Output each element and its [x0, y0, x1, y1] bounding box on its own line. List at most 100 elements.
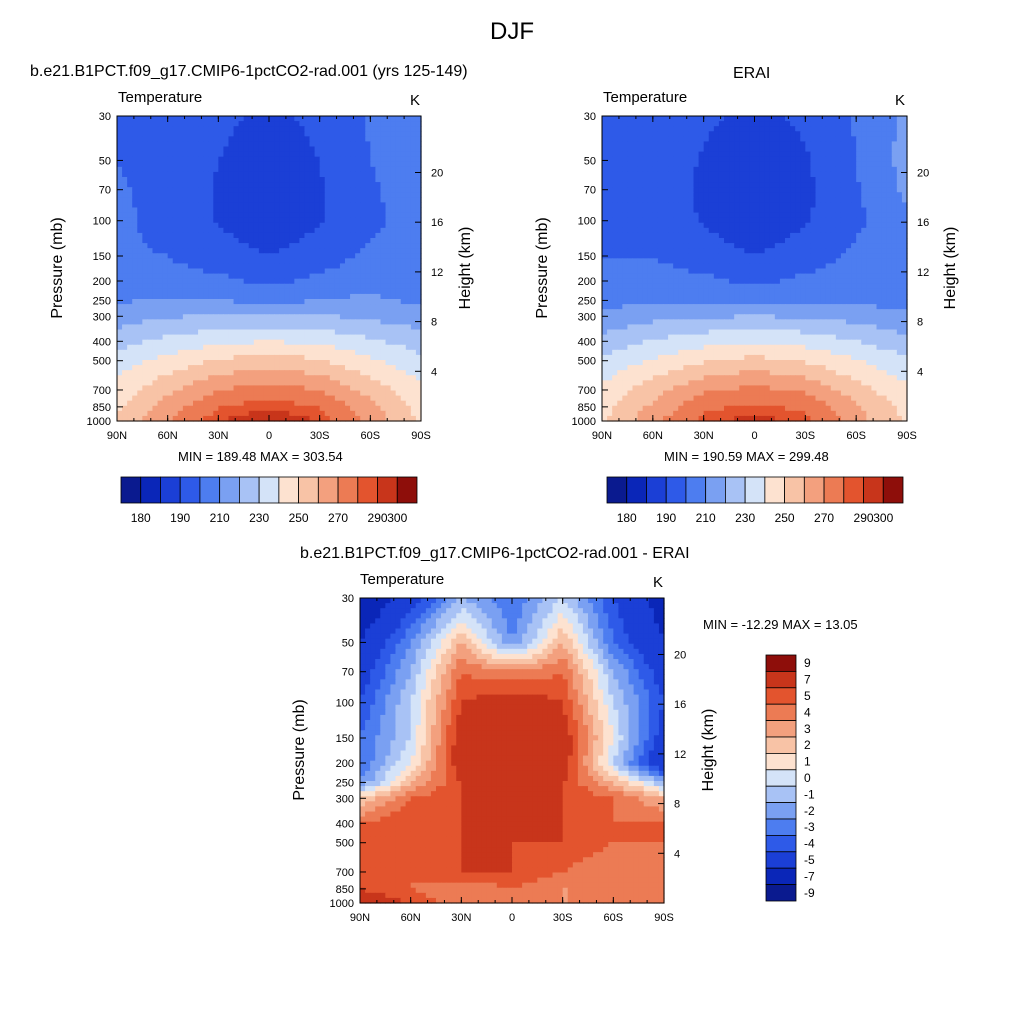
model-field-cell	[269, 217, 275, 224]
model-field-cell	[223, 227, 230, 234]
model-field-cell	[127, 329, 133, 336]
erai-field-cell	[729, 126, 735, 132]
model-field-cell	[167, 268, 174, 275]
model-field-cell	[390, 146, 397, 153]
erai-field-cell	[846, 207, 852, 214]
model-field-cell	[167, 161, 174, 168]
erai-field-cell	[724, 217, 730, 224]
model-field-cell	[279, 197, 285, 204]
model-field-cell	[167, 329, 174, 336]
model-field-cell	[289, 141, 295, 148]
model-field-cell	[142, 146, 148, 153]
model-field-cell	[127, 415, 133, 422]
erai-field-cell	[846, 217, 852, 224]
model-field-cell	[263, 253, 270, 259]
erai-field-cell	[703, 156, 710, 163]
model-field-cell	[400, 126, 407, 132]
model-field-cell	[248, 192, 255, 198]
erai-field-cell	[637, 131, 644, 137]
model-field-cell	[203, 288, 209, 295]
model-field-cell	[314, 131, 321, 137]
model-field-cell	[258, 405, 265, 412]
model-field-cell	[314, 227, 321, 234]
model-field-cell	[304, 395, 311, 402]
erai-field-cell	[602, 177, 608, 183]
erai-field-cell	[795, 161, 801, 168]
model-field-cell	[334, 156, 341, 163]
erai-field-cell	[871, 171, 878, 178]
model-field-cell	[284, 278, 290, 285]
model-field-cell	[319, 339, 326, 346]
model-field-cell	[238, 126, 245, 132]
model-field-cell	[269, 166, 275, 173]
erai-field-cell	[856, 192, 862, 198]
erai-field-cell	[769, 202, 776, 209]
model-field-cell	[294, 349, 300, 356]
model-field-cell	[319, 349, 326, 356]
erai-field-cell	[607, 192, 613, 198]
erai-field-cell	[830, 126, 837, 132]
erai-field-cell	[861, 171, 867, 178]
erai-field-cell	[744, 146, 751, 153]
erai-field-cell	[657, 116, 664, 122]
erai-field-cell	[886, 202, 893, 209]
model-field-cell	[182, 232, 189, 239]
model-field-cell	[324, 299, 331, 305]
erai-field-cell	[764, 166, 771, 173]
model-field-cell	[395, 243, 402, 249]
erai-field-cell	[891, 161, 898, 168]
erai-field-cell	[668, 151, 674, 158]
model-field-cell	[253, 390, 260, 397]
erai-field-cell	[632, 212, 639, 219]
model-field-cell	[360, 166, 366, 173]
model-field-cell	[142, 293, 148, 300]
model-field-cell	[294, 380, 300, 387]
model-ytick-label: 700	[93, 385, 111, 397]
model-field-cell	[269, 405, 275, 412]
model-field-cell	[117, 131, 123, 137]
model-field-cell	[274, 334, 280, 341]
model-field-cell	[329, 319, 336, 326]
model-field-cell	[248, 238, 255, 244]
model-field-cell	[355, 227, 361, 234]
model-field-cell	[309, 166, 316, 173]
model-field-cell	[375, 329, 382, 336]
model-field-cell	[410, 116, 417, 122]
model-field-cell	[355, 263, 361, 270]
erai-field-cell	[663, 207, 669, 214]
erai-field-cell	[871, 212, 878, 219]
erai-field-cell	[795, 187, 801, 193]
model-field-cell	[380, 161, 387, 168]
model-field-cell	[289, 197, 295, 204]
model-field-cell	[339, 314, 346, 320]
model-field-cell	[172, 354, 179, 361]
model-field-cell	[279, 202, 285, 209]
erai-field-cell	[800, 202, 806, 209]
erai-field-cell	[866, 166, 873, 173]
erai-field-cell	[856, 146, 862, 153]
model-field-cell	[208, 131, 214, 137]
erai-field-cell	[851, 126, 857, 132]
model-field-cell	[405, 319, 412, 326]
model-field-cell	[324, 258, 331, 265]
erai-field-cell	[622, 146, 629, 153]
model-field-cell	[193, 375, 199, 381]
erai-field-cell	[724, 131, 730, 137]
model-field-cell	[177, 136, 184, 143]
erai-field-cell	[851, 197, 857, 204]
model-field-cell	[269, 141, 275, 148]
erai-field-cell	[785, 126, 791, 132]
model-field-cell	[187, 319, 194, 326]
erai-field-cell	[856, 151, 862, 158]
erai-field-cell	[871, 166, 878, 173]
model-field-cell	[198, 360, 204, 366]
model-field-cell	[385, 375, 392, 381]
model-field-cell	[334, 268, 341, 275]
model-field-cell	[193, 344, 199, 351]
model-field-cell	[152, 222, 159, 229]
model-field-cell	[405, 334, 412, 341]
model-field-cell	[263, 171, 270, 178]
model-field-cell	[263, 192, 270, 198]
erai-field-cell	[851, 202, 857, 209]
model-field-cell	[289, 222, 295, 229]
